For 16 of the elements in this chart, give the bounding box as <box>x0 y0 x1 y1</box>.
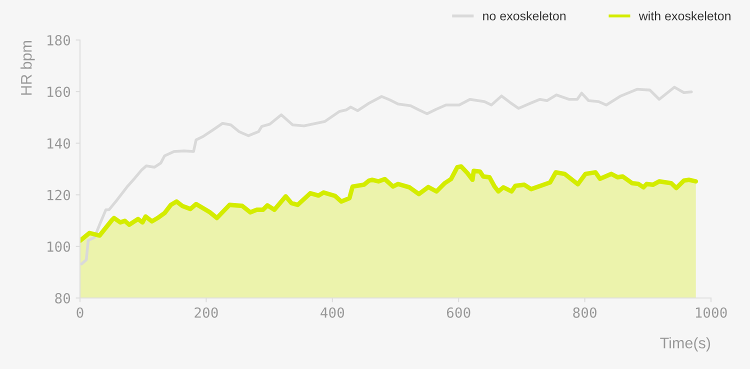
y-axis-title: HR bpm <box>20 41 35 95</box>
legend-label: with exoskeleton <box>638 11 730 20</box>
y-tick-label: 120 <box>48 190 70 200</box>
x-tick-label: 1000 <box>696 307 727 318</box>
x-tick-label: 0 <box>76 307 84 318</box>
y-tick-label: 140 <box>48 138 70 149</box>
x-tick-label: 600 <box>446 307 470 318</box>
x-tick-label: 200 <box>194 307 218 318</box>
legend-label: no exoskeleton <box>483 11 566 20</box>
x-tick-label: 800 <box>573 307 596 318</box>
y-tick-label: 100 <box>48 241 70 252</box>
x-axis-title: Time(s) <box>660 337 710 352</box>
y-tick-label: 80 <box>55 293 70 304</box>
y-tick-label: 160 <box>48 86 70 98</box>
y-tick-label: 180 <box>48 35 70 46</box>
x-tick-label: 400 <box>320 307 344 318</box>
